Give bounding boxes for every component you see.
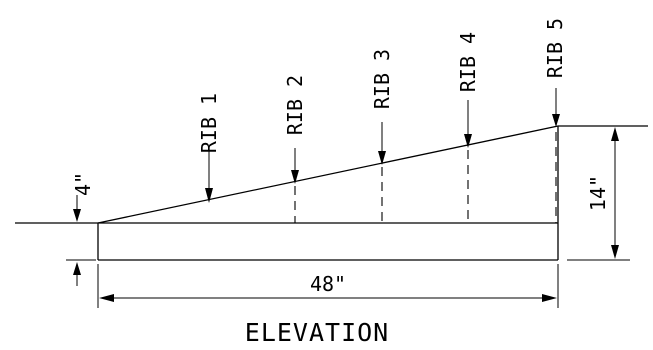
rib-4-label: RIB 4 [456, 32, 480, 92]
left-dim-arrow-up [73, 262, 81, 275]
rib-5-arrowhead [552, 114, 560, 127]
rib-2-label: RIB 2 [283, 75, 307, 135]
drawing-title: ELEVATION [245, 318, 389, 347]
rib-1-arrowhead [205, 188, 213, 203]
right-height-label: 14" [586, 175, 610, 211]
rib-3-arrowhead [378, 151, 386, 165]
left-height-label: 4" [71, 172, 95, 196]
rib-1-label: RIB 1 [197, 93, 221, 153]
left-height-dimension: 4" [66, 172, 96, 286]
length-arrow-right [542, 294, 557, 302]
rib-3-label: RIB 3 [370, 49, 394, 109]
length-dimension: 48" [97, 264, 559, 308]
rib-hidden-lines [294, 132, 557, 223]
rib-4-arrowhead [464, 134, 472, 148]
rib-labels: RIB 1 RIB 2 RIB 3 RIB 4 RIB 5 [197, 18, 567, 153]
left-dim-arrow-down [73, 209, 81, 222]
rib-5-label: RIB 5 [543, 18, 567, 78]
rib-leaders [205, 88, 560, 203]
wedge-body [97, 125, 559, 261]
length-arrow-left [99, 294, 114, 302]
rib-2-arrowhead [291, 170, 299, 184]
right-height-dimension: 14" [567, 127, 630, 261]
right-dim-arrow-up [611, 127, 619, 141]
right-dim-arrow-down [611, 245, 619, 259]
length-label: 48" [310, 272, 346, 296]
wedge-sloped-edge [97, 125, 559, 224]
